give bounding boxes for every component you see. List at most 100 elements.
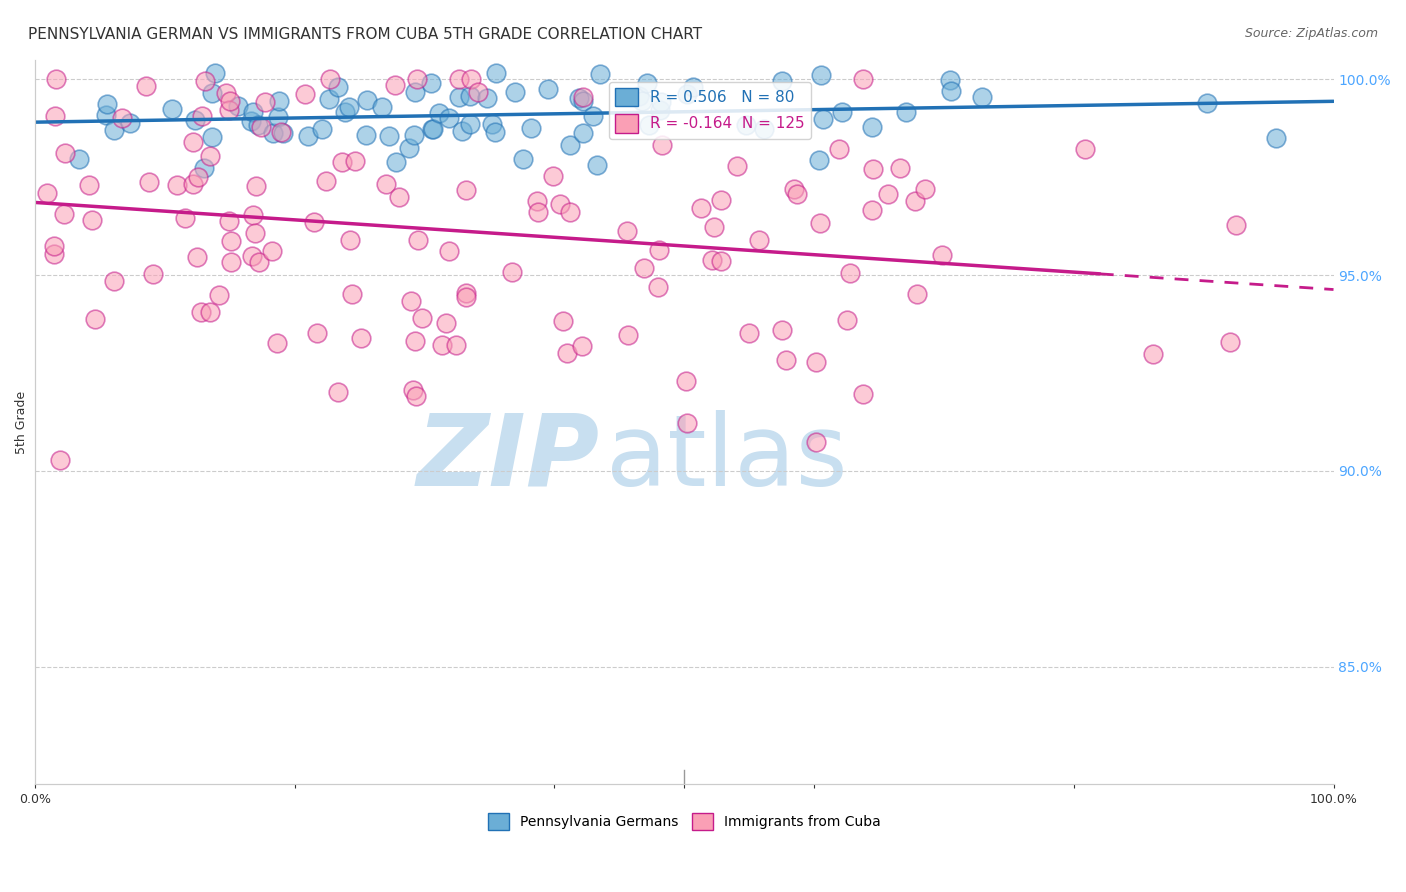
Point bbox=[402, 383, 425, 397]
Point bbox=[335, 105, 357, 120]
Point bbox=[186, 250, 208, 264]
Point bbox=[267, 94, 290, 108]
Point bbox=[586, 158, 609, 172]
Point bbox=[200, 149, 222, 163]
Point bbox=[852, 387, 875, 401]
Point bbox=[218, 103, 240, 117]
Point bbox=[1219, 335, 1241, 350]
Point bbox=[204, 66, 226, 80]
Point bbox=[307, 326, 329, 340]
Point bbox=[240, 249, 263, 263]
Point bbox=[219, 234, 242, 248]
Point bbox=[860, 203, 883, 218]
Point bbox=[519, 120, 541, 135]
Point bbox=[811, 112, 834, 126]
Point bbox=[589, 67, 612, 81]
Point bbox=[627, 89, 650, 103]
Point bbox=[527, 205, 550, 219]
Point bbox=[374, 177, 396, 191]
Point bbox=[404, 334, 426, 348]
Point bbox=[710, 254, 733, 268]
Point bbox=[384, 154, 406, 169]
Point bbox=[748, 233, 770, 247]
Point bbox=[931, 248, 953, 262]
Point bbox=[903, 194, 925, 208]
Point bbox=[294, 87, 316, 101]
Point bbox=[262, 126, 284, 140]
Point bbox=[191, 109, 214, 123]
Point bbox=[103, 273, 125, 287]
Point bbox=[340, 286, 363, 301]
Point bbox=[754, 121, 776, 136]
Point bbox=[406, 233, 429, 247]
Point bbox=[193, 161, 215, 175]
Point bbox=[218, 214, 240, 228]
Point bbox=[406, 72, 429, 87]
Point bbox=[651, 138, 673, 153]
Point bbox=[449, 89, 471, 103]
Point bbox=[571, 339, 593, 353]
Point bbox=[243, 226, 266, 240]
Point bbox=[35, 186, 58, 200]
Point bbox=[326, 79, 349, 94]
Point bbox=[297, 128, 319, 143]
Point bbox=[648, 103, 671, 117]
Point bbox=[201, 130, 224, 145]
Point bbox=[404, 85, 426, 99]
Point bbox=[226, 99, 249, 113]
Point bbox=[806, 434, 828, 449]
Point bbox=[371, 100, 394, 114]
Point bbox=[782, 182, 804, 196]
Point bbox=[700, 252, 723, 267]
Point bbox=[572, 126, 595, 140]
Point bbox=[430, 338, 453, 352]
Point bbox=[941, 85, 963, 99]
Point bbox=[734, 118, 756, 132]
Point bbox=[422, 121, 444, 136]
Point bbox=[862, 162, 884, 177]
Point bbox=[828, 142, 851, 156]
Point bbox=[434, 316, 457, 330]
Text: ZIP: ZIP bbox=[416, 409, 600, 507]
Y-axis label: 5th Grade: 5th Grade bbox=[15, 391, 28, 453]
Point bbox=[837, 313, 859, 327]
Point bbox=[77, 178, 100, 193]
Point bbox=[253, 95, 276, 109]
Point bbox=[398, 141, 420, 155]
Point bbox=[558, 205, 581, 219]
Point bbox=[118, 116, 141, 130]
Point bbox=[356, 128, 378, 142]
Point bbox=[460, 72, 482, 87]
Point bbox=[138, 175, 160, 189]
Text: PENNSYLVANIA GERMAN VS IMMIGRANTS FROM CUBA 5TH GRADE CORRELATION CHART: PENNSYLVANIA GERMAN VS IMMIGRANTS FROM C… bbox=[28, 27, 702, 42]
Point bbox=[582, 109, 605, 123]
Point bbox=[242, 104, 264, 119]
Point bbox=[326, 385, 349, 400]
Point bbox=[648, 244, 671, 258]
Point bbox=[1074, 142, 1097, 156]
Point bbox=[775, 352, 797, 367]
Point bbox=[512, 153, 534, 167]
Point bbox=[187, 170, 209, 185]
Point bbox=[444, 338, 467, 352]
Point bbox=[682, 80, 704, 95]
Point bbox=[42, 246, 65, 260]
Point bbox=[806, 354, 828, 368]
Point bbox=[53, 146, 76, 161]
Point bbox=[378, 129, 401, 144]
Point bbox=[770, 73, 793, 87]
Point bbox=[245, 178, 267, 193]
Point bbox=[67, 152, 90, 166]
Point bbox=[889, 161, 911, 175]
Point bbox=[388, 190, 411, 204]
Point bbox=[247, 254, 270, 268]
Point bbox=[318, 91, 340, 105]
Point bbox=[44, 109, 66, 123]
Point bbox=[356, 93, 378, 107]
Point bbox=[467, 85, 489, 99]
Point bbox=[543, 169, 565, 183]
Point bbox=[914, 182, 936, 196]
Point bbox=[260, 244, 283, 258]
Point bbox=[49, 453, 72, 467]
Point bbox=[401, 293, 423, 308]
